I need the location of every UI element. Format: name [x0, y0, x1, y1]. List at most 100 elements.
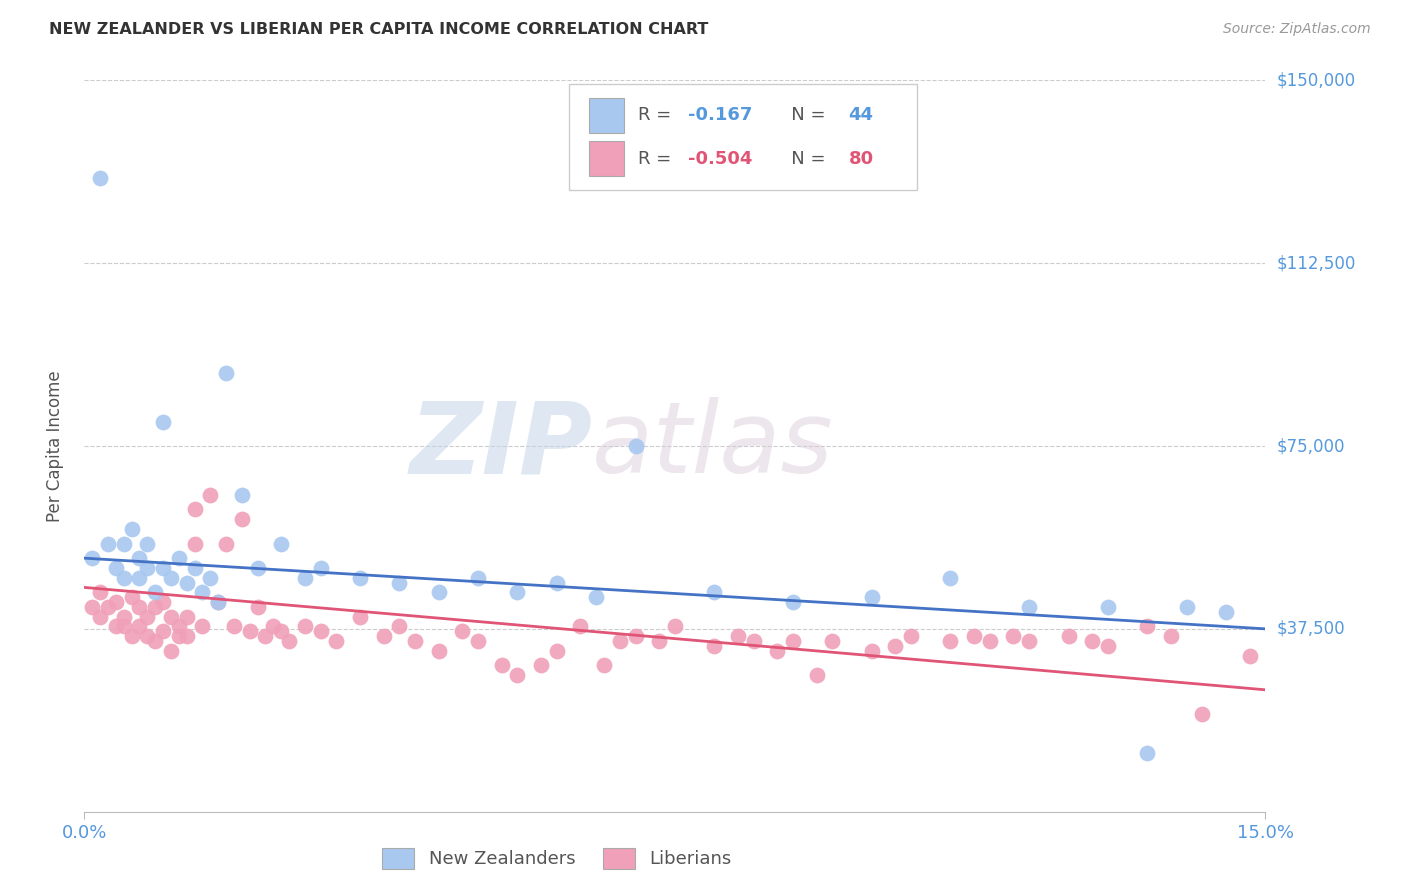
Point: [215, 536, 238, 550]
Legend: New Zealanders, Liberians: New Zealanders, Liberians: [374, 840, 740, 876]
Text: N =: N =: [775, 106, 831, 124]
Point: [143, 599, 166, 614]
Point: [860, 590, 883, 604]
Text: N =: N =: [775, 150, 831, 168]
Point: [593, 658, 616, 673]
Point: [609, 634, 631, 648]
FancyBboxPatch shape: [568, 84, 917, 190]
Point: [121, 629, 143, 643]
Point: [143, 634, 166, 648]
Point: [703, 639, 725, 653]
Point: [427, 585, 450, 599]
Point: [467, 634, 489, 648]
Point: [246, 561, 269, 575]
Point: [89, 609, 111, 624]
Point: [664, 619, 686, 633]
Point: [121, 522, 143, 536]
Point: [806, 668, 828, 682]
Point: [979, 634, 1001, 648]
Point: [703, 585, 725, 599]
Point: [104, 561, 127, 575]
Point: [900, 629, 922, 643]
Point: [254, 629, 277, 643]
Point: [207, 595, 229, 609]
Point: [530, 658, 553, 673]
Point: [325, 634, 347, 648]
Point: [427, 644, 450, 658]
Point: [1018, 599, 1040, 614]
Point: [373, 629, 395, 643]
Point: [860, 644, 883, 658]
Point: [152, 415, 174, 429]
Point: [160, 644, 183, 658]
Text: 80: 80: [848, 150, 873, 168]
Point: [183, 502, 205, 516]
Point: [128, 551, 150, 566]
Text: $37,500: $37,500: [1277, 620, 1346, 638]
Point: [963, 629, 986, 643]
Text: $75,000: $75,000: [1277, 437, 1346, 455]
Text: Source: ZipAtlas.com: Source: ZipAtlas.com: [1223, 22, 1371, 37]
Point: [160, 609, 183, 624]
Point: [112, 619, 135, 633]
Point: [278, 634, 301, 648]
Point: [167, 629, 190, 643]
Point: [1175, 599, 1198, 614]
Point: [294, 571, 316, 585]
FancyBboxPatch shape: [589, 141, 624, 177]
Point: [104, 619, 127, 633]
Point: [349, 571, 371, 585]
Point: [231, 512, 253, 526]
Point: [782, 634, 804, 648]
Point: [136, 561, 159, 575]
Point: [183, 561, 205, 575]
Point: [104, 595, 127, 609]
Point: [569, 619, 592, 633]
Point: [112, 609, 135, 624]
Point: [128, 571, 150, 585]
Point: [112, 571, 135, 585]
FancyBboxPatch shape: [589, 98, 624, 133]
Point: [270, 536, 292, 550]
Point: [191, 619, 214, 633]
Point: [1002, 629, 1025, 643]
Text: $150,000: $150,000: [1277, 71, 1355, 89]
Point: [167, 551, 190, 566]
Point: [821, 634, 844, 648]
Point: [160, 571, 183, 585]
Point: [546, 644, 568, 658]
Text: $112,500: $112,500: [1277, 254, 1355, 272]
Point: [388, 575, 411, 590]
Point: [782, 595, 804, 609]
Text: R =: R =: [638, 150, 678, 168]
Point: [89, 170, 111, 185]
Point: [136, 536, 159, 550]
Point: [766, 644, 789, 658]
Point: [82, 599, 104, 614]
Point: [506, 668, 529, 682]
Point: [207, 595, 229, 609]
Point: [215, 366, 238, 380]
Point: [294, 619, 316, 633]
Point: [82, 551, 104, 566]
Point: [1160, 629, 1182, 643]
Point: [246, 599, 269, 614]
Point: [467, 571, 489, 585]
Point: [121, 590, 143, 604]
Point: [128, 599, 150, 614]
Point: [388, 619, 411, 633]
Point: [143, 585, 166, 599]
Point: [451, 624, 474, 639]
Point: [191, 585, 214, 599]
Point: [136, 609, 159, 624]
Point: [89, 585, 111, 599]
Point: [727, 629, 749, 643]
Point: [1097, 639, 1119, 653]
Point: [262, 619, 284, 633]
Point: [742, 634, 765, 648]
Point: [506, 585, 529, 599]
Point: [152, 595, 174, 609]
Point: [97, 599, 120, 614]
Point: [1239, 648, 1261, 663]
Point: [939, 634, 962, 648]
